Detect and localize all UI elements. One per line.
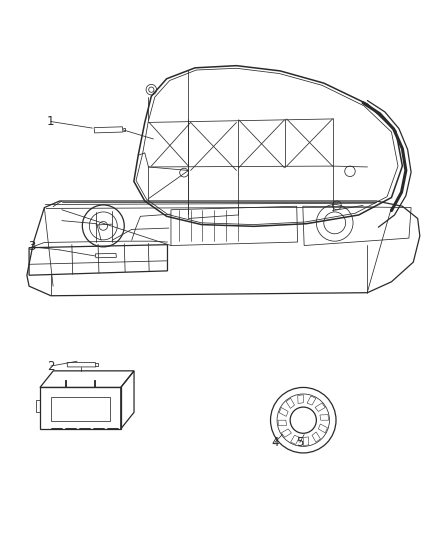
- Text: 5: 5: [296, 436, 304, 449]
- Text: 2: 2: [47, 360, 55, 373]
- Text: 3: 3: [28, 240, 36, 253]
- Text: 4: 4: [271, 436, 279, 449]
- Text: 1: 1: [47, 115, 55, 128]
